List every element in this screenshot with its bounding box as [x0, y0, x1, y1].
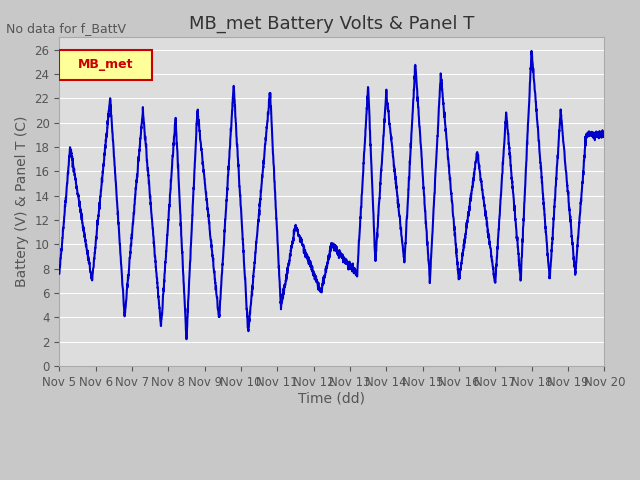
Text: MB_met: MB_met	[78, 58, 133, 71]
Title: MB_met Battery Volts & Panel T: MB_met Battery Volts & Panel T	[189, 15, 474, 33]
Text: No data for f_BattV: No data for f_BattV	[6, 22, 127, 35]
FancyBboxPatch shape	[60, 50, 152, 80]
X-axis label: Time (dd): Time (dd)	[298, 391, 365, 406]
Legend: 	[327, 422, 337, 432]
Y-axis label: Battery (V) & Panel T (C): Battery (V) & Panel T (C)	[15, 116, 29, 288]
